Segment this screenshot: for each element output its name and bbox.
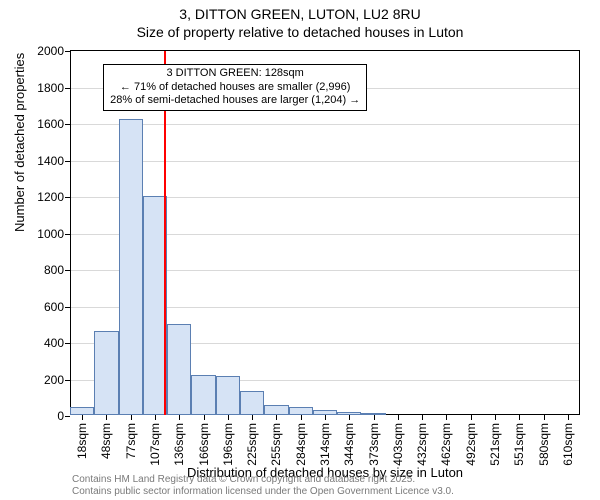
y-tick — [65, 343, 70, 344]
x-tick-label: 492sqm — [464, 423, 478, 466]
x-tick — [422, 415, 423, 420]
x-tick-label: 18sqm — [75, 423, 89, 459]
annotation-line-3: 28% of semi-detached houses are larger (… — [110, 94, 360, 108]
annotation-line-2: ← 71% of detached houses are smaller (2,… — [110, 81, 360, 95]
y-tick-label: 0 — [57, 409, 64, 423]
x-tick — [325, 415, 326, 420]
x-tick — [82, 415, 83, 420]
histogram-bar — [119, 119, 143, 415]
x-tick — [252, 415, 253, 420]
x-tick — [495, 415, 496, 420]
x-tick — [446, 415, 447, 420]
y-tick-label: 800 — [44, 263, 64, 277]
x-tick-label: 610sqm — [561, 423, 575, 466]
histogram-bar — [94, 331, 118, 415]
title-line-1: 3, DITTON GREEN, LUTON, LU2 8RU — [0, 6, 600, 22]
y-tick-label: 1000 — [37, 227, 64, 241]
annotation-box: 3 DITTON GREEN: 128sqm ← 71% of detached… — [103, 64, 367, 111]
x-tick-label: 403sqm — [391, 423, 405, 466]
histogram-bar — [289, 407, 313, 415]
y-tick — [65, 234, 70, 235]
footer-line-1: Contains HM Land Registry data © Crown c… — [72, 474, 454, 486]
x-tick — [106, 415, 107, 420]
x-tick — [228, 415, 229, 420]
y-tick — [65, 307, 70, 308]
x-tick-label: 166sqm — [197, 423, 211, 466]
x-tick-label: 373sqm — [367, 423, 381, 466]
x-tick-label: 77sqm — [124, 423, 138, 459]
x-tick-label: 521sqm — [488, 423, 502, 466]
annotation-line-1: 3 DITTON GREEN: 128sqm — [110, 67, 360, 81]
y-tick-label: 1200 — [37, 190, 64, 204]
x-tick — [374, 415, 375, 420]
y-tick — [65, 51, 70, 52]
histogram-bar — [216, 376, 240, 415]
x-tick — [276, 415, 277, 420]
x-tick-label: 107sqm — [148, 423, 162, 466]
y-tick-label: 600 — [44, 300, 64, 314]
x-tick-label: 284sqm — [294, 423, 308, 466]
histogram-bar — [70, 407, 94, 415]
histogram-bar — [240, 391, 264, 415]
chart-plot-area: 3 DITTON GREEN: 128sqm ← 71% of detached… — [70, 50, 580, 415]
y-tick-label: 1600 — [37, 117, 64, 131]
x-tick — [471, 415, 472, 420]
x-tick — [568, 415, 569, 420]
x-tick-label: 580sqm — [537, 423, 551, 466]
y-tick — [65, 416, 70, 417]
footer-attribution: Contains HM Land Registry data © Crown c… — [72, 474, 454, 498]
grid-line — [70, 161, 579, 162]
x-tick — [301, 415, 302, 420]
grid-line — [70, 124, 579, 125]
x-tick-label: 196sqm — [221, 423, 235, 466]
x-tick — [179, 415, 180, 420]
y-axis-title: Number of detached properties — [12, 53, 27, 232]
x-tick — [204, 415, 205, 420]
histogram-bar — [191, 375, 215, 415]
y-tick — [65, 270, 70, 271]
y-tick — [65, 161, 70, 162]
y-tick-label: 2000 — [37, 44, 64, 58]
histogram-bar — [167, 324, 191, 415]
x-tick-label: 255sqm — [269, 423, 283, 466]
x-tick-label: 551sqm — [512, 423, 526, 466]
x-tick-label: 225sqm — [245, 423, 259, 466]
title-line-2: Size of property relative to detached ho… — [0, 24, 600, 40]
y-tick-label: 1800 — [37, 81, 64, 95]
y-tick — [65, 380, 70, 381]
y-tick — [65, 124, 70, 125]
y-tick-label: 1400 — [37, 154, 64, 168]
chart-title-block: 3, DITTON GREEN, LUTON, LU2 8RU Size of … — [0, 0, 600, 40]
x-tick-label: 432sqm — [415, 423, 429, 466]
x-tick-label: 462sqm — [439, 423, 453, 466]
x-tick-label: 344sqm — [342, 423, 356, 466]
y-tick — [65, 88, 70, 89]
x-tick — [544, 415, 545, 420]
y-tick — [65, 197, 70, 198]
histogram-bar — [264, 405, 288, 415]
x-tick — [155, 415, 156, 420]
x-tick-label: 314sqm — [318, 423, 332, 466]
x-tick — [519, 415, 520, 420]
x-tick-label: 48sqm — [99, 423, 113, 459]
footer-line-2: Contains public sector information licen… — [72, 486, 454, 498]
y-tick-label: 200 — [44, 373, 64, 387]
x-tick-label: 136sqm — [172, 423, 186, 466]
x-tick — [398, 415, 399, 420]
y-tick-label: 400 — [44, 336, 64, 350]
x-tick — [131, 415, 132, 420]
x-tick — [349, 415, 350, 420]
